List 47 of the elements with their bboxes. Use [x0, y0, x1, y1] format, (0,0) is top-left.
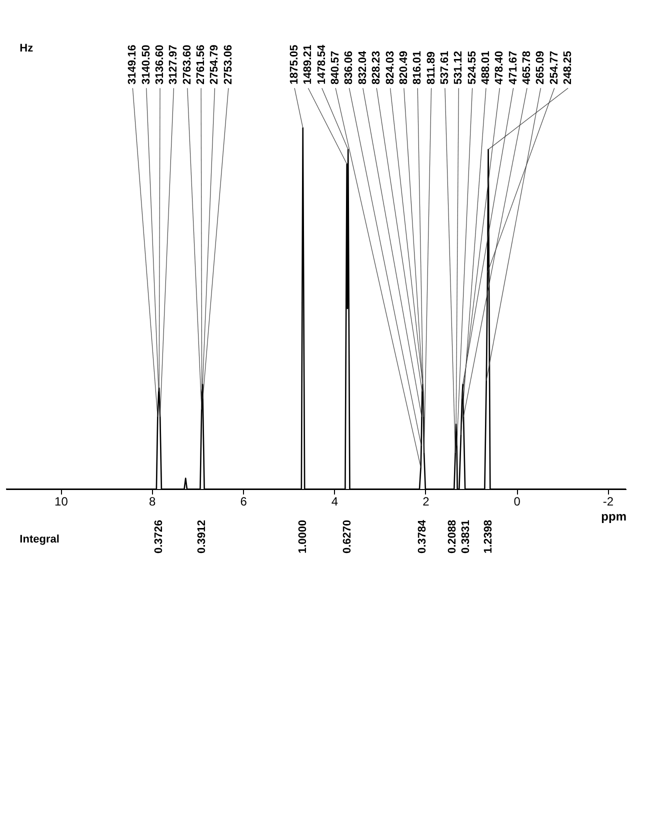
- annotation: 478.40: [494, 50, 506, 84]
- annotation: 3140.50: [140, 44, 152, 84]
- x-axis-title: ppm: [601, 510, 626, 524]
- text: Hz: [20, 42, 34, 54]
- annotation: 3149.16: [126, 44, 139, 84]
- annotation: 816.01: [412, 50, 424, 84]
- annotation: 3136.60: [154, 44, 166, 84]
- annotation: 3127.97: [168, 44, 180, 84]
- annotation: 0.3912: [196, 520, 208, 554]
- annotation: 2754.79: [208, 44, 221, 84]
- annotation: 1478.54: [316, 44, 328, 84]
- annotation: 2761.56: [195, 44, 208, 84]
- x-tick-label: 6: [240, 494, 248, 508]
- annotation: 828.23: [370, 50, 383, 84]
- x-tick-label: 10: [54, 494, 68, 508]
- annotation: 2763.60: [181, 44, 194, 84]
- annotation: 832.04: [356, 50, 369, 84]
- annotation: 1489.21: [302, 44, 314, 84]
- annotation: 524.55: [466, 50, 478, 84]
- annotation: 537.61: [438, 50, 451, 84]
- x-tick-label: -2: [602, 494, 614, 508]
- annotation: 1875.05: [288, 44, 301, 84]
- annotation: 248.25: [562, 50, 574, 84]
- annotation: 2753.06: [222, 44, 234, 84]
- annotation: 265.09: [534, 50, 547, 84]
- x-tick-label: 0: [514, 494, 521, 508]
- annotation: 0.2088: [446, 520, 458, 554]
- x-tick-label: 8: [149, 494, 156, 508]
- annotation: 824.03: [384, 50, 396, 84]
- annotation: 0.3784: [416, 518, 429, 554]
- annotation: 531.12: [452, 50, 465, 84]
- annotation: 254.77: [548, 50, 560, 84]
- annotation: 1.0000: [296, 520, 309, 554]
- annotation: 840.57: [330, 50, 342, 84]
- annotation: 820.49: [398, 50, 410, 84]
- annotation: 471.67: [507, 50, 520, 84]
- annotation: 811.89: [425, 51, 438, 84]
- annotation: 836.06: [343, 50, 356, 84]
- annotation: 0.3831: [460, 520, 472, 554]
- x-tick-label: 2: [422, 494, 430, 508]
- x-tick-label: 4: [331, 494, 338, 508]
- annotation: 0.3726: [153, 520, 166, 554]
- annotation: 0.6270: [341, 520, 354, 554]
- annotation: 465.78: [521, 50, 534, 84]
- annotation: 1.2398: [482, 520, 494, 554]
- text: Integral: [20, 534, 60, 546]
- annotation: 488.01: [480, 50, 492, 84]
